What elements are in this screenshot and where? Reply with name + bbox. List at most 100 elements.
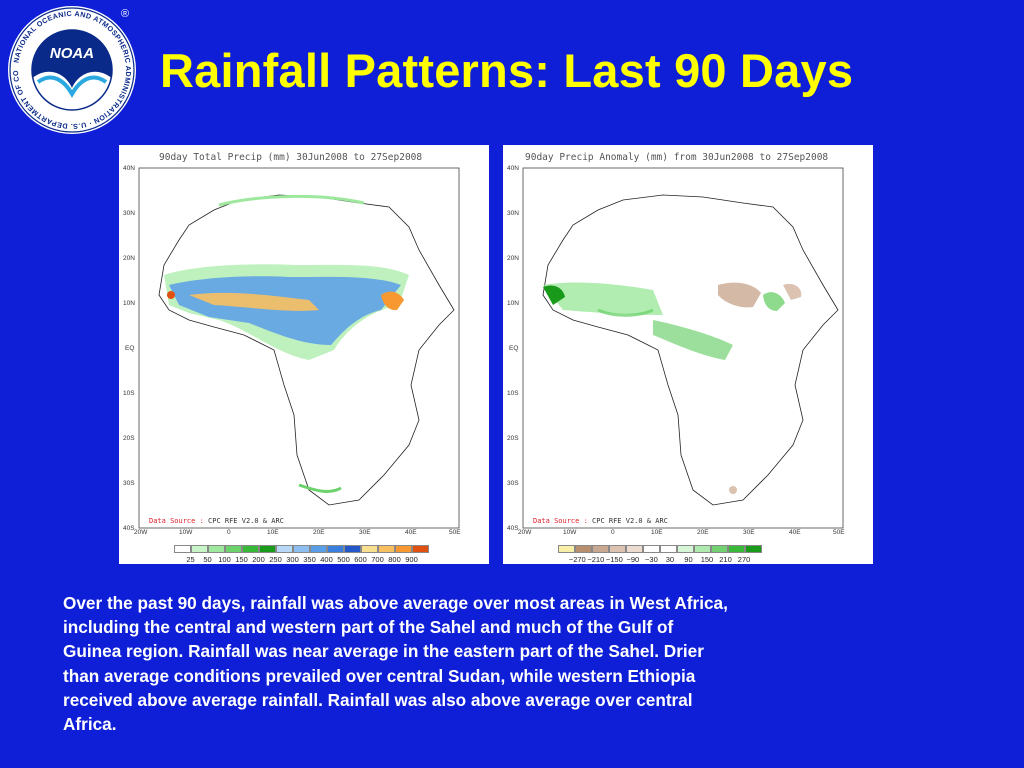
lon-label: 10W — [179, 529, 193, 536]
lat-label: 40N — [507, 165, 519, 172]
data-source: Data Source : CPC RFE V2.0 & ARC — [533, 517, 668, 525]
colorbar-label: 700 — [371, 555, 384, 564]
lat-label: EQ — [125, 345, 135, 352]
colorbar-swatch — [626, 545, 643, 553]
slide-title: Rainfall Patterns: Last 90 Days — [160, 44, 854, 97]
lon-label: 30E — [359, 529, 371, 536]
colorbar-swatch — [174, 545, 191, 553]
colorbar-swatch — [711, 545, 728, 553]
colorbar-swatch — [643, 545, 660, 553]
lat-label: 20S — [123, 435, 135, 442]
colorbar-swatch — [378, 545, 395, 553]
colorbar-label: 350 — [303, 555, 316, 564]
logo-registered-mark: ® — [121, 8, 129, 20]
lat-label: 10N — [507, 300, 519, 307]
lon-label: 20E — [697, 529, 709, 536]
lon-label: 30E — [743, 529, 755, 536]
colorbar-label: −30 — [645, 555, 658, 564]
colorbar-swatch — [660, 545, 677, 553]
data-source-label: Data Source : — [533, 517, 588, 525]
total-precip-map: 90day Total Precip (mm) 30Jun2008 to 27S… — [119, 145, 489, 564]
lon-label: 20E — [313, 529, 325, 536]
lat-label: 10N — [123, 300, 135, 307]
lat-label: 40N — [123, 165, 135, 172]
colorbar-swatch — [310, 545, 327, 553]
colorbar-label: −210 — [587, 555, 605, 564]
colorbar-label: 150 — [235, 555, 248, 564]
lat-label: 40S — [123, 525, 135, 532]
lat-label: 40S — [507, 525, 519, 532]
colorbar — [174, 545, 429, 553]
lon-label: 40E — [405, 529, 417, 536]
colorbar-label: 50 — [203, 555, 212, 564]
precip-anomaly-map: 90day Precip Anomaly (mm) from 30Jun2008… — [503, 145, 873, 564]
lon-label: 10E — [651, 529, 663, 536]
colorbar-swatch — [694, 545, 711, 553]
lon-label: 50E — [833, 529, 845, 536]
total-precip-map-graphic — [138, 167, 460, 529]
colorbar-swatch — [558, 545, 575, 553]
colorbar-label: −150 — [605, 555, 623, 564]
colorbar-swatch — [276, 545, 293, 553]
colorbar-swatch — [395, 545, 412, 553]
colorbar-swatch — [242, 545, 259, 553]
noaa-logo-icon: NATIONAL OCEANIC AND ATMOSPHERIC ADMINIS… — [1, 0, 136, 134]
data-source-value: CPC RFE V2.0 & ARC — [208, 517, 284, 525]
colorbar-swatch — [592, 545, 609, 553]
total-precip-map-title: 90day Total Precip (mm) 30Jun2008 to 27S… — [159, 152, 423, 163]
colorbar-label: 900 — [405, 555, 418, 564]
lat-label: 30S — [507, 480, 519, 487]
colorbar-label: −90 — [626, 555, 640, 564]
colorbar-label: 600 — [354, 555, 367, 564]
colorbar-swatch — [225, 545, 242, 553]
lon-label: 0 — [611, 529, 615, 536]
colorbar-swatch — [293, 545, 310, 553]
colorbar-labels: −270 −210 −150 −90 −30 30 90 150 210 270 — [568, 555, 753, 564]
colorbar-swatch — [361, 545, 378, 553]
noaa-logo: NATIONAL OCEANIC AND ATMOSPHERIC ADMINIS… — [1, 0, 140, 138]
colorbar-label: 300 — [286, 555, 299, 564]
colorbar-label: 250 — [269, 555, 282, 564]
lat-label: 20N — [507, 255, 519, 262]
lon-label: 50E — [449, 529, 461, 536]
colorbar-label: 500 — [337, 555, 350, 564]
colorbar-swatch — [208, 545, 225, 553]
colorbar-label: 150 — [700, 555, 714, 564]
colorbar-swatch — [575, 545, 592, 553]
lat-label: 10S — [507, 390, 519, 397]
lon-label: 20W — [518, 529, 532, 536]
colorbar — [558, 545, 762, 553]
colorbar-label: 400 — [320, 555, 333, 564]
description-text: Over the past 90 days, rainfall was abov… — [63, 593, 728, 735]
colorbar-swatch — [412, 545, 429, 553]
lat-label: 30N — [507, 210, 519, 217]
colorbar-swatch — [745, 545, 762, 553]
precip-anomaly-map-graphic — [522, 167, 844, 529]
colorbar-swatch — [728, 545, 745, 553]
lon-label: 40E — [789, 529, 801, 536]
lon-label: 10E — [267, 529, 279, 536]
colorbar-label: 800 — [388, 555, 401, 564]
colorbar-label: 25 — [186, 555, 195, 564]
colorbar-swatch — [677, 545, 694, 553]
colorbar-swatch — [259, 545, 276, 553]
lat-label: 30N — [123, 210, 135, 217]
colorbar-label: 90 — [684, 555, 693, 564]
colorbar-swatch — [327, 545, 344, 553]
precip-anomaly-map-title: 90day Precip Anomaly (mm) from 30Jun2008… — [525, 152, 829, 163]
lon-label: 0 — [227, 529, 231, 536]
colorbar-swatch — [609, 545, 626, 553]
lat-label: 10S — [123, 390, 135, 397]
colorbar-label: 200 — [252, 555, 265, 564]
data-source-value: CPC RFE V2.0 & ARC — [592, 517, 668, 525]
colorbar-label: 270 — [737, 555, 751, 564]
data-source: Data Source : CPC RFE V2.0 & ARC — [149, 517, 284, 525]
lon-label: 20W — [134, 529, 148, 536]
data-source-label: Data Source : — [149, 517, 204, 525]
colorbar-labels: 25 50 100 150 200 250 300 350 400 500 600 700 800 900 — [182, 555, 420, 564]
lat-label: 20N — [123, 255, 135, 262]
colorbar-label: 30 — [665, 555, 675, 564]
lat-label: 20S — [507, 435, 519, 442]
colorbar-label: 100 — [218, 555, 231, 564]
lon-label: 10W — [563, 529, 577, 536]
